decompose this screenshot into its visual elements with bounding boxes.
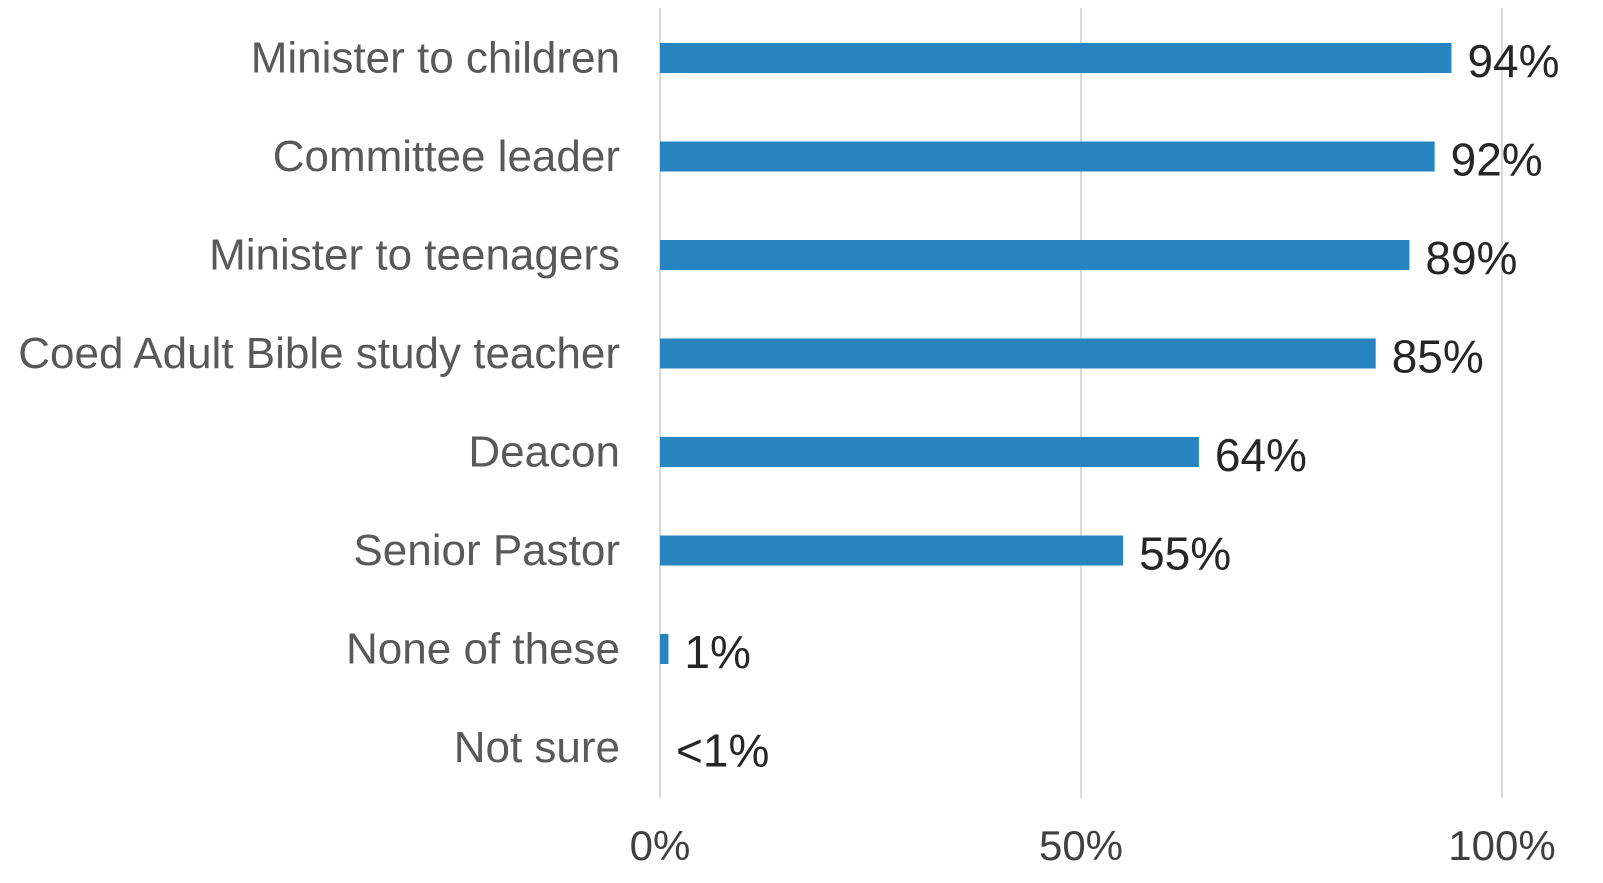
category-label: Coed Adult Bible study teacher	[18, 329, 620, 378]
category-label: Deacon	[468, 428, 620, 477]
bar	[660, 634, 669, 664]
category-label: None of these	[346, 625, 620, 674]
data-label: 64%	[1215, 429, 1307, 481]
bars	[660, 43, 1452, 664]
category-label: Not sure	[454, 723, 620, 772]
category-labels: Minister to children Committee leader Mini…	[18, 34, 620, 773]
bar	[660, 141, 1435, 172]
x-axis-tick-labels: 0% 50% 100%	[630, 822, 1556, 869]
data-label: 85%	[1392, 331, 1484, 383]
data-label: 89%	[1425, 232, 1517, 284]
x-tick-label: 0%	[630, 822, 691, 869]
data-label: 94%	[1467, 35, 1559, 87]
bar	[660, 43, 1452, 73]
category-label: Committee leader	[273, 132, 620, 181]
data-label: 55%	[1139, 528, 1231, 580]
bar	[660, 437, 1199, 467]
category-label: Minister to teenagers	[209, 231, 620, 280]
bar	[660, 338, 1376, 369]
category-label: Senior Pastor	[353, 526, 620, 575]
category-label: Minister to children	[251, 34, 620, 83]
gridlines	[659, 8, 1503, 798]
data-label: 1%	[684, 626, 750, 678]
bar	[660, 535, 1124, 566]
data-labels: 94% 92% 89% 85% 64% 55% 1% <1%	[676, 35, 1560, 777]
x-tick-label: 100%	[1448, 822, 1555, 869]
data-label: <1%	[676, 725, 769, 777]
bar	[660, 240, 1410, 270]
data-label: 92%	[1451, 134, 1543, 186]
x-tick-label: 50%	[1039, 822, 1123, 869]
